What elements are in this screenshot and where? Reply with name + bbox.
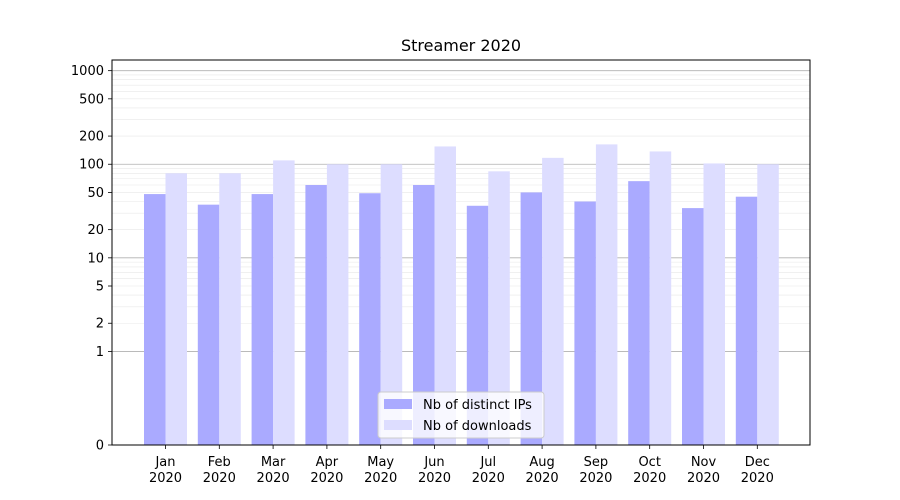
x-tick-label: Mar 2020 (257, 455, 290, 486)
y-tick-label: 200 (79, 130, 104, 145)
y-tick-label: 20 (87, 223, 104, 238)
y-axis: 0 1 2 5 10 20 50 100 200 500 1000 (71, 64, 112, 454)
bar-downloads-8 (595, 144, 618, 445)
x-tick-label: Oct 2020 (633, 455, 666, 486)
bar-distinct-ips-1 (197, 204, 220, 445)
x-tick-label-line: 2020 (364, 471, 397, 486)
x-tick-label-line: 2020 (203, 471, 236, 486)
x-tick-label-line: 2020 (418, 471, 451, 486)
y-tick-label: 500 (79, 92, 104, 107)
bars (144, 144, 779, 445)
legend-swatch (384, 420, 412, 430)
x-tick-label: Jun 2020 (418, 455, 451, 486)
x-tick-label-line: Jan (154, 455, 175, 470)
x-tick-label-line: Mar (261, 455, 286, 470)
bar-distinct-ips-8 (574, 201, 596, 445)
bar-distinct-ips-4 (359, 193, 381, 445)
x-tick-label-line: Apr (316, 455, 339, 470)
bar-downloads-1 (219, 173, 241, 445)
y-tick-label: 1 (96, 345, 104, 360)
x-tick-label-line: Jul (479, 455, 496, 470)
x-tick-label: Feb 2020 (203, 455, 236, 486)
x-tick-label-line: Aug (529, 455, 554, 470)
bar-distinct-ips-11 (735, 196, 758, 445)
bar-downloads-11 (757, 164, 779, 445)
bar-downloads-6 (488, 171, 510, 445)
x-tick-label: Nov 2020 (687, 455, 720, 486)
bar-distinct-ips-6 (466, 205, 489, 445)
x-tick-label-line: 2020 (472, 471, 505, 486)
x-tick-label-line: 2020 (579, 471, 612, 486)
x-tick-label-line: 2020 (526, 471, 559, 486)
x-tick-label-line: Jun (423, 455, 444, 470)
bar-downloads-10 (703, 163, 725, 445)
bar-downloads-4 (380, 164, 403, 445)
legend-swatch (384, 399, 412, 409)
x-tick-label-line: Dec (745, 455, 770, 470)
x-tick-label: Apr 2020 (310, 455, 343, 486)
x-tick-label-line: 2020 (633, 471, 666, 486)
y-tick-label: 1000 (71, 64, 104, 79)
x-tick-label-line: Feb (208, 455, 231, 470)
bar-downloads-9 (649, 151, 672, 445)
x-tick-label-line: Sep (584, 455, 609, 470)
x-tick-label: Jul 2020 (472, 455, 505, 486)
x-tick-label-line: 2020 (310, 471, 343, 486)
y-tick-label: 0 (96, 439, 104, 454)
legend-box (377, 391, 545, 439)
y-tick-label: 100 (79, 158, 104, 173)
x-tick-label: Jan 2020 (149, 455, 182, 486)
x-tick-label-line: Oct (638, 455, 660, 470)
bar-distinct-ips-9 (628, 181, 650, 445)
x-tick-label-line: 2020 (741, 471, 774, 486)
x-tick-label-line: May (367, 455, 394, 470)
legend: Nb of distinct IPs Nb of downloads (377, 391, 545, 439)
y-tick-label: 50 (87, 186, 104, 201)
x-tick-label: May 2020 (364, 455, 397, 486)
x-tick-label: Dec 2020 (741, 455, 774, 486)
bar-downloads-5 (434, 146, 456, 445)
x-tick-label: Aug 2020 (526, 455, 559, 486)
y-tick-label: 10 (87, 251, 104, 266)
bar-distinct-ips-5 (413, 185, 435, 445)
bar-distinct-ips-0 (144, 194, 166, 445)
legend-label: Nb of downloads (423, 419, 532, 434)
legend-label: Nb of distinct IPs (423, 398, 532, 413)
chart-title: Streamer 2020 (401, 36, 521, 55)
bar-downloads-0 (165, 173, 187, 445)
x-tick-label-line: 2020 (257, 471, 290, 486)
bar-downloads-7 (542, 157, 564, 445)
x-tick-label-line: 2020 (149, 471, 182, 486)
y-tick-label: 5 (96, 280, 104, 295)
y-tick-label: 2 (96, 317, 104, 332)
bar-distinct-ips-10 (682, 208, 704, 445)
bar-downloads-3 (326, 164, 349, 445)
bar-downloads-2 (273, 160, 295, 445)
plot-frame (111, 59, 811, 446)
bar-distinct-ips-3 (305, 185, 327, 445)
x-tick-label: Sep 2020 (579, 455, 612, 486)
x-tick-label-line: Nov (691, 455, 717, 470)
bar-distinct-ips-2 (251, 194, 274, 445)
bar-distinct-ips-7 (520, 192, 543, 445)
x-tick-label-line: 2020 (687, 471, 720, 486)
